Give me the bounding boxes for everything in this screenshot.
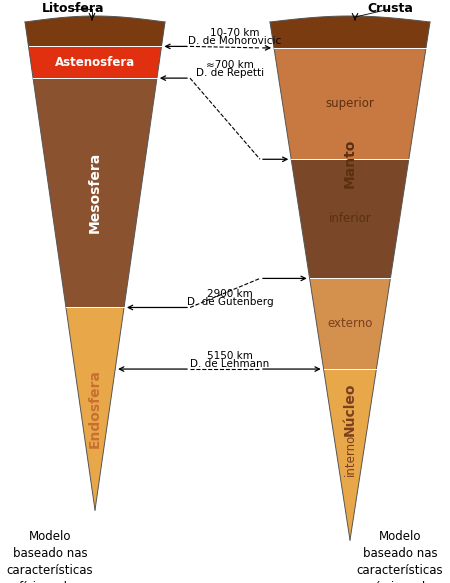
Polygon shape [25,22,165,47]
Text: Astenosfera: Astenosfera [55,56,135,69]
Text: inferior: inferior [328,212,371,226]
Text: Litosfera: Litosfera [42,2,104,16]
Text: ≈700 km: ≈700 km [206,60,254,70]
Text: Mesosfera: Mesosfera [88,152,102,233]
Text: Manto: Manto [343,139,357,188]
Polygon shape [33,78,157,307]
Polygon shape [66,307,124,510]
Text: superior: superior [325,97,374,110]
Polygon shape [28,47,162,78]
Polygon shape [274,48,426,159]
Text: D. de Lehmann: D. de Lehmann [190,359,270,369]
Text: externo: externo [327,317,373,330]
Text: Modelo
baseado nas
características
físicas dos
materiais: Modelo baseado nas características físic… [7,530,93,583]
Text: Endosfera: Endosfera [88,369,102,448]
Text: Núcleo: Núcleo [343,382,357,436]
Polygon shape [310,279,391,369]
Text: interno: interno [343,433,356,476]
Text: Crusta: Crusta [367,2,413,16]
Polygon shape [270,22,430,48]
Polygon shape [270,16,430,48]
Text: 5150 km: 5150 km [207,351,253,361]
Text: D. de Repetti: D. de Repetti [196,68,264,78]
Text: 10-70 km: 10-70 km [210,29,260,38]
Polygon shape [25,16,165,47]
Polygon shape [291,159,409,279]
Text: 2900 km: 2900 km [207,290,253,300]
Text: D. de Gutenberg: D. de Gutenberg [187,297,273,307]
Text: D. de Mohorovicic: D. de Mohorovicic [189,36,282,47]
Text: Modelo
baseado nas
características
químicas dos
materiais: Modelo baseado nas características quími… [357,530,443,583]
Polygon shape [324,369,376,540]
